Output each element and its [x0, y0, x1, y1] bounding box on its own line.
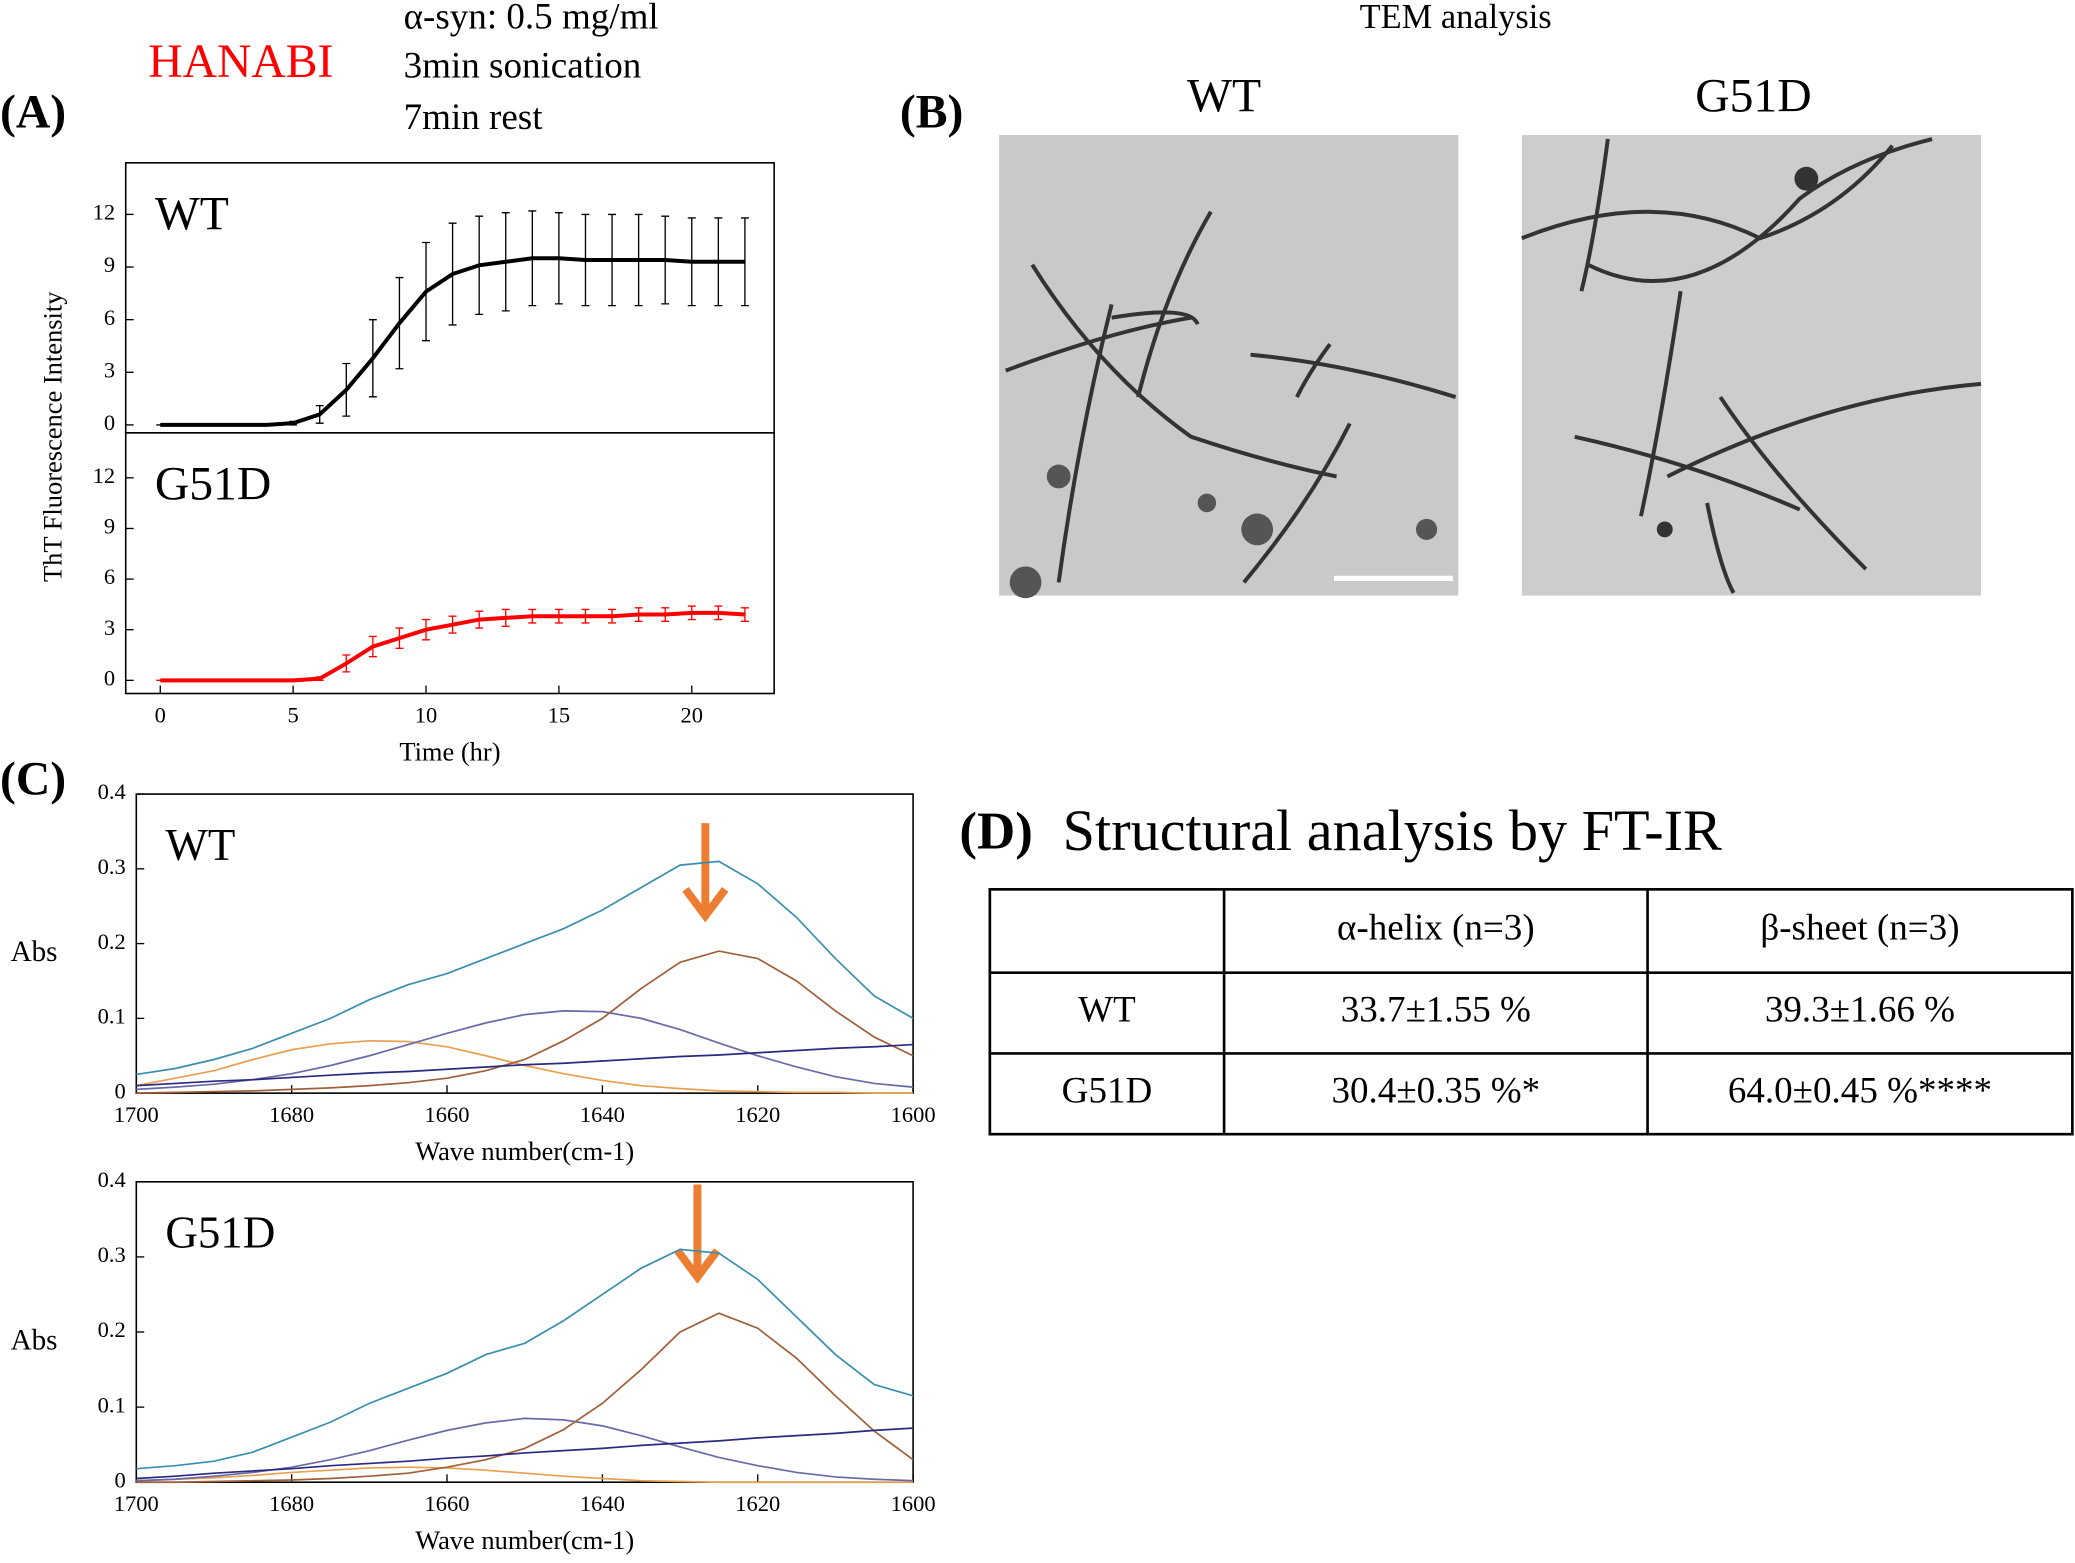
- condition: 7min rest: [404, 97, 544, 138]
- row-header: WT: [1078, 990, 1136, 1031]
- y-tick-label: 0.4: [98, 779, 126, 804]
- y-tick-label: 0.3: [98, 854, 126, 879]
- condition: 3min sonication: [404, 45, 642, 86]
- x-tick-label: 1620: [735, 1491, 780, 1516]
- row-header: G51D: [1062, 1070, 1153, 1111]
- data-line: [136, 1466, 914, 1484]
- data-line: [160, 256, 745, 427]
- panel-label: (C): [0, 753, 66, 805]
- panel-label: (B): [900, 86, 963, 138]
- y-tick-label: 3: [104, 357, 115, 382]
- x-tick-label: 5: [288, 702, 299, 727]
- panel-label: (D): [959, 803, 1032, 861]
- plot-frame: [124, 432, 775, 695]
- error-bar: [740, 217, 749, 307]
- data-line: [136, 1010, 914, 1091]
- x-tick-label: 1680: [269, 1102, 314, 1127]
- table-cell: 64.0±0.45 %****: [1728, 1070, 1992, 1111]
- table-border: [988, 888, 2074, 1136]
- data-line: [136, 1043, 914, 1087]
- tem-image: [999, 135, 1459, 599]
- y-axis-label: Abs: [11, 1324, 58, 1356]
- column-header: α-helix (n=3): [1337, 908, 1535, 949]
- y-tick-label: 12: [93, 463, 115, 488]
- peak-arrow: [682, 823, 729, 923]
- data-line: [160, 610, 746, 683]
- y-tick-label: 9: [104, 514, 115, 539]
- condition: α-syn: 0.5 mg/ml: [404, 0, 659, 37]
- table-cell: 30.4±0.35 %*: [1331, 1070, 1540, 1111]
- peak-arrow: [674, 1184, 721, 1284]
- y-tick-label: 0: [104, 665, 115, 690]
- y-tick-label: 12: [93, 200, 115, 225]
- table: α-helix (n=3) β-sheet (n=3) WT 33.7±1.55 % 3…: [988, 888, 2074, 1136]
- y-tick-label: 0.2: [98, 1317, 126, 1342]
- panel-title: G51D: [155, 458, 271, 510]
- x-tick-label: 20: [681, 702, 703, 727]
- tem-image: [1521, 135, 1982, 596]
- x-axis-label: Time (hr): [399, 736, 500, 766]
- x-tick-label: 1700: [114, 1491, 159, 1516]
- y-axis-label: Abs: [11, 936, 58, 968]
- x-tick-label: 1660: [425, 1102, 470, 1127]
- data-line: [136, 950, 914, 1095]
- panel-title: WT: [165, 820, 235, 870]
- x-tick-label: 1600: [891, 1491, 936, 1516]
- x-tick-label: 1600: [891, 1102, 936, 1127]
- panel-label: (A): [0, 86, 66, 138]
- table-cell: 33.7±1.55 %: [1341, 990, 1531, 1031]
- x-axis-label: Wave number(cm-1): [415, 1136, 634, 1166]
- image-label: WT: [1187, 71, 1261, 123]
- panel-title: G51D: [165, 1208, 275, 1258]
- panel-title: WT: [155, 188, 229, 240]
- tem-title: TEM analysis: [1360, 0, 1552, 36]
- y-tick-label: 6: [104, 564, 115, 589]
- image-label: G51D: [1695, 71, 1811, 123]
- x-tick-label: 1680: [269, 1491, 314, 1516]
- data-line: [136, 1427, 914, 1480]
- method-label: HANABI: [148, 36, 333, 88]
- x-tick-label: 1640: [580, 1102, 625, 1127]
- data-line: [136, 860, 914, 1076]
- x-tick-label: 15: [548, 702, 570, 727]
- y-tick-label: 0.2: [98, 929, 126, 954]
- y-tick-label: 0: [104, 410, 115, 435]
- y-tick-label: 0.1: [98, 1392, 126, 1417]
- data-line: [136, 1248, 914, 1470]
- y-tick-label: 0: [114, 1078, 125, 1103]
- table-cell: 39.3±1.66 %: [1765, 990, 1955, 1031]
- y-tick-label: 0.3: [98, 1242, 126, 1267]
- y-tick-label: 0.1: [98, 1004, 126, 1029]
- x-axis-label: Wave number(cm-1): [415, 1525, 634, 1555]
- error-bar: [740, 607, 749, 622]
- x-tick-label: 1620: [735, 1102, 780, 1127]
- y-tick-label: 3: [104, 615, 115, 640]
- x-tick-label: 0: [155, 702, 166, 727]
- x-tick-label: 1640: [580, 1491, 625, 1516]
- y-tick-label: 9: [104, 252, 115, 277]
- x-tick-label: 1700: [114, 1102, 159, 1127]
- data-line: [136, 1312, 914, 1484]
- y-tick-label: 6: [104, 305, 115, 330]
- y-tick-label: 0: [114, 1467, 125, 1492]
- y-tick-label: 0.4: [98, 1167, 126, 1192]
- y-axis-label: ThT Fluorescence Intensity: [38, 291, 68, 582]
- x-tick-label: 1660: [425, 1491, 470, 1516]
- column-header: β-sheet (n=3): [1760, 908, 1959, 949]
- table-title: Structural analysis by FT-IR: [1063, 798, 1722, 863]
- x-tick-label: 10: [415, 702, 437, 727]
